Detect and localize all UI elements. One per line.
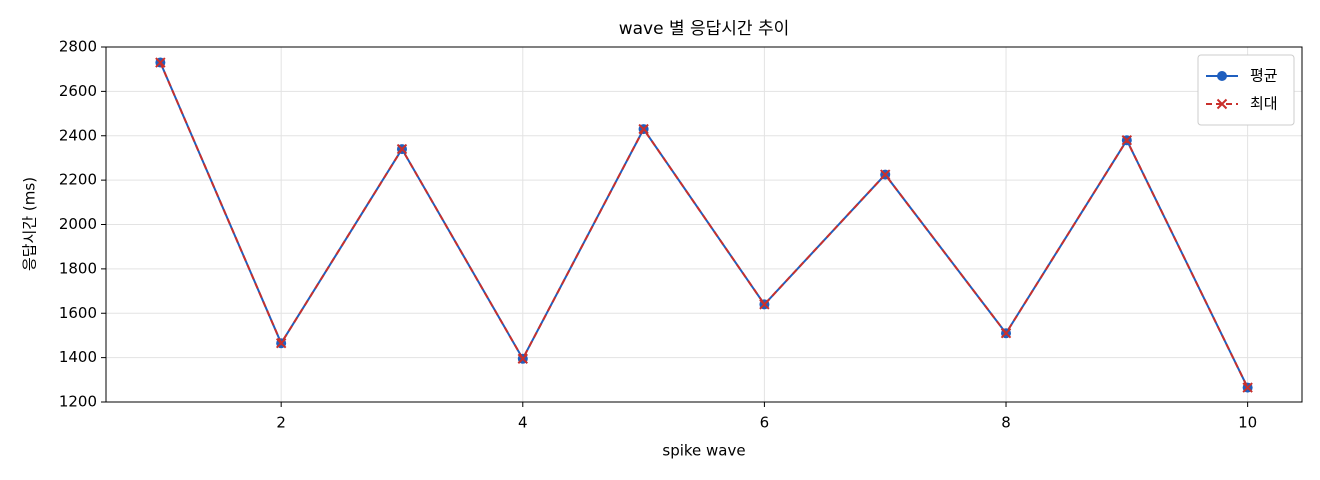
legend-label: 최대: [1250, 95, 1278, 113]
marker: [638, 123, 649, 135]
marker-stroke: [1216, 98, 1228, 110]
x-tick-label: 2: [276, 414, 286, 432]
x-tick-label: 6: [760, 414, 770, 432]
y-tick-label: 1800: [59, 259, 97, 277]
plot-frame: [105, 46, 1303, 403]
y-tick-label: 1200: [59, 393, 97, 411]
marker: [759, 299, 770, 310]
marker: [1000, 328, 1012, 339]
y-tick-label: 1600: [59, 304, 97, 322]
y-tick-label: 1400: [59, 348, 97, 366]
marker-stroke: [155, 57, 166, 68]
chart-title: wave 별 응답시간 추이: [619, 19, 790, 39]
y-tick-label: 2200: [59, 171, 97, 189]
x-tick-label: 10: [1238, 414, 1257, 432]
y-tick-label: 2600: [59, 82, 97, 100]
marker-stroke: [638, 123, 649, 135]
marker: [155, 57, 166, 68]
marker: [517, 353, 528, 364]
marker-stroke: [1121, 134, 1133, 146]
x-tick-label: 4: [518, 414, 528, 432]
marker: [1217, 71, 1227, 81]
series-line: [159, 62, 1249, 389]
y-axis-label: 응답시간 (ms): [21, 177, 39, 271]
marker: [396, 143, 408, 155]
x-axis-label: spike wave: [662, 442, 745, 460]
marker: [1216, 98, 1228, 110]
x-tick-label: 8: [1001, 414, 1011, 432]
marker: [880, 169, 891, 180]
marker-stroke: [759, 299, 770, 310]
marker-stroke: [396, 143, 408, 155]
marker-stroke: [880, 169, 891, 180]
marker: [1242, 382, 1253, 393]
legend-box: [1197, 54, 1295, 126]
marker-stroke: [1242, 382, 1253, 393]
y-tick-label: 2400: [59, 126, 97, 144]
marker-stroke: [275, 337, 287, 349]
y-tick-label: 2000: [59, 215, 97, 233]
marker-stroke: [517, 353, 528, 364]
marker: [275, 337, 287, 349]
y-tick-label: 2800: [59, 38, 97, 56]
legend-label: 평균: [1250, 67, 1278, 85]
marker: [1121, 134, 1133, 146]
marker-stroke: [1000, 328, 1012, 339]
series-line: [159, 62, 1249, 389]
